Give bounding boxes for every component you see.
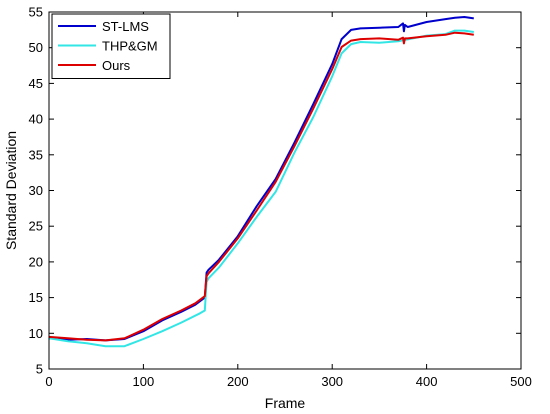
x-tick-label: 500 — [510, 374, 532, 389]
series-layer — [48, 16, 474, 348]
y-tick-label: 25 — [29, 219, 43, 234]
y-tick-label: 5 — [36, 362, 43, 377]
y-tick-label: 35 — [29, 147, 43, 162]
y-tick-label: 30 — [29, 183, 43, 198]
x-tick-label: 400 — [416, 374, 438, 389]
x-axis-label: Frame — [265, 395, 306, 411]
legend-label-3: Ours — [102, 58, 131, 73]
x-tick-label: 300 — [321, 374, 343, 389]
legend: ST-LMS THP&GM Ours — [51, 13, 171, 79]
legend-label-1: ST-LMS — [102, 19, 149, 34]
y-tick-label: 20 — [29, 254, 43, 269]
y-tick-label: 40 — [29, 112, 43, 127]
y-tick-label: 10 — [29, 326, 43, 341]
y-tick-label: 50 — [29, 40, 43, 55]
series-line-3 — [48, 31, 474, 342]
y-tick-label: 55 — [29, 5, 43, 20]
legend-label-2: THP&GM — [102, 39, 158, 54]
y-tick-label: 45 — [29, 76, 43, 91]
x-tick-label: 100 — [133, 374, 155, 389]
y-axis-label: Standard Deviation — [3, 131, 19, 250]
y-tick-label: 15 — [29, 290, 43, 305]
x-tick-label: 200 — [227, 374, 249, 389]
ticks-layer: 0 100 200 300 400 500 5 10 15 20 25 30 35 40 45 50 55 — [29, 5, 532, 390]
series-line-1 — [48, 16, 474, 342]
x-tick-label: 0 — [45, 374, 52, 389]
